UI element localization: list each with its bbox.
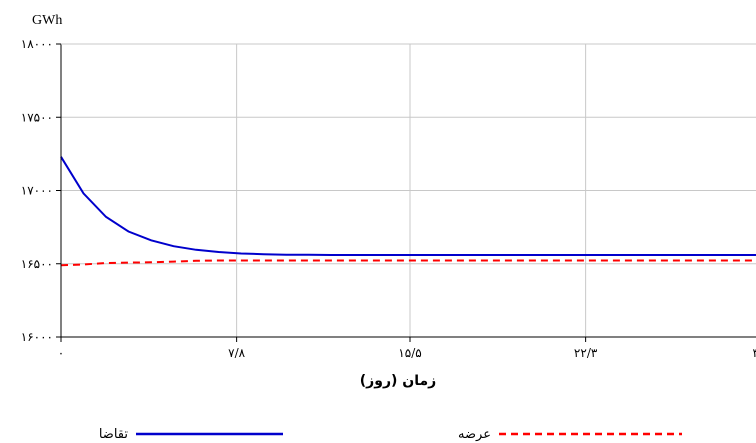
- legend: تقاضا عرضه: [99, 427, 682, 442]
- x-tick-label: ۱۵/۵: [398, 346, 421, 360]
- legend-label-0: تقاضا: [99, 427, 129, 442]
- x-tick-label: ۷/۸: [228, 346, 245, 360]
- y-unit-label: GWh: [32, 13, 62, 28]
- x-axis-label: زمان (روز): [360, 373, 436, 389]
- x-axis-ticks: ۰ ۷/۸ ۱۵/۵ ۲۲/۳ ۳۱: [58, 337, 756, 360]
- y-tick-label: ۱۷۰۰۰: [21, 184, 53, 198]
- y-tick-label: ۱۷۵۰۰: [21, 110, 53, 124]
- y-tick-label: ۱۶۵۰۰: [21, 257, 53, 271]
- y-axis-ticks: ۱۶۰۰۰ ۱۶۵۰۰ ۱۷۰۰۰ ۱۷۵۰۰ ۱۸۰۰۰: [21, 37, 61, 344]
- x-tick-label: ۳۱: [753, 346, 756, 360]
- grid: [61, 44, 756, 337]
- y-tick-label: ۱۸۰۰۰: [21, 37, 53, 51]
- x-tick-label: ۰: [58, 346, 64, 360]
- series-group: [60, 156, 756, 267]
- x-tick-label: ۲۲/۳: [574, 346, 598, 360]
- series-line-1: [60, 259, 756, 267]
- y-tick-label: ۱۶۰۰۰: [21, 330, 53, 344]
- series-line-0: [60, 156, 756, 256]
- legend-label-1: عرضه: [458, 427, 491, 442]
